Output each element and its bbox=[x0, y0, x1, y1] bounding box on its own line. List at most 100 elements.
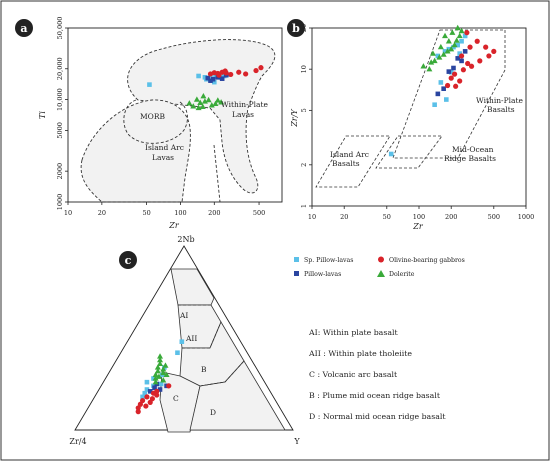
point-gabbro-b bbox=[448, 75, 454, 81]
field-morb-b bbox=[375, 135, 443, 169]
x-tick-label-b: 500 bbox=[488, 213, 500, 221]
y-axis-label-a: Ti bbox=[38, 111, 47, 119]
point-dolerite-b bbox=[431, 57, 438, 64]
point-sp-pillow-c bbox=[179, 339, 185, 344]
point-gabbro-b bbox=[467, 44, 473, 50]
field-label-wpl-1: Within-Plate bbox=[221, 100, 269, 109]
panel-c: AI AII B C D 2Nb Zr/4 Y c bbox=[69, 235, 300, 446]
point-dolerite-c bbox=[160, 377, 167, 383]
point-dolerite-a bbox=[208, 102, 215, 108]
point-dolerite-b bbox=[453, 37, 460, 43]
point-sp-pillow-b bbox=[432, 102, 437, 108]
field-label-island-arc-1: Island Arc bbox=[145, 143, 184, 152]
point-pillow-a bbox=[210, 76, 216, 82]
point-pillow-b bbox=[455, 56, 461, 61]
point-gabbro-b bbox=[486, 53, 492, 59]
y-tick-label-a: 10,000 bbox=[56, 88, 64, 111]
point-gabbro-c bbox=[143, 403, 149, 409]
plot-frame-b bbox=[311, 27, 527, 207]
point-sp-pillow-a bbox=[196, 73, 201, 79]
ticks-a: 10 20 50 100 200 500 1000 2000 5000 10,000 20,000 5… bbox=[56, 17, 265, 217]
legend-marker-sp-pillow bbox=[294, 257, 299, 262]
point-dolerite-c bbox=[160, 366, 167, 372]
point-dolerite-a bbox=[199, 103, 206, 110]
panel-badge-c-label: c bbox=[125, 254, 132, 267]
ticks-b: 10205010020050010001251020 bbox=[300, 24, 534, 221]
point-dolerite-b bbox=[429, 50, 436, 56]
field-wpb bbox=[392, 29, 506, 159]
x-tick-label-a: 10 bbox=[64, 209, 72, 217]
point-sp-pillow-b bbox=[457, 51, 462, 56]
legend-marker-dolerite bbox=[377, 270, 385, 277]
legend-marker-gabbros bbox=[378, 256, 384, 263]
point-sp-pillow-b bbox=[455, 42, 461, 48]
point-sp-pillow-a bbox=[147, 82, 152, 87]
y-tick-label-a: 5000 bbox=[56, 122, 64, 139]
legend-marker-pillow bbox=[294, 271, 299, 276]
point-dolerite-b bbox=[420, 63, 427, 69]
field-label-morb: MORB bbox=[140, 112, 165, 121]
point-gabbro-b bbox=[460, 67, 467, 73]
x-tick-label-b: 200 bbox=[445, 213, 457, 221]
point-gabbro-b bbox=[468, 63, 475, 69]
field-label-aii: AII bbox=[185, 334, 197, 343]
panel-a: 10 20 50 100 200 500 1000 2000 5000 10,000 20,000 5… bbox=[15, 17, 283, 230]
legend-label-pillow: Pillow-lavas bbox=[304, 271, 341, 278]
panel-b: 10205010020050010001251020 Within-Plate … bbox=[287, 19, 534, 231]
point-sp-pillow-b bbox=[462, 33, 468, 39]
point-sp-pillow-c bbox=[158, 381, 164, 387]
point-gabbro-a bbox=[253, 67, 259, 74]
point-gabbro-b bbox=[457, 78, 463, 84]
point-dolerite-b bbox=[442, 32, 449, 39]
point-gabbro-c bbox=[144, 394, 150, 400]
point-dolerite-c bbox=[157, 353, 164, 359]
field-wpl bbox=[127, 39, 276, 194]
legend: Sp. Pillow-lavas Olivine-bearing gabbros… bbox=[294, 256, 465, 278]
panel-badge-c bbox=[119, 251, 137, 269]
point-gabbro-b bbox=[451, 71, 458, 77]
point-dolerite-c bbox=[160, 369, 167, 376]
point-dolerite-b bbox=[445, 38, 452, 44]
point-dolerite-c bbox=[155, 373, 162, 379]
field-label-ai: AI bbox=[179, 311, 188, 320]
point-dolerite-b bbox=[458, 27, 465, 34]
key-item-aii: AII : Within plate tholeiite bbox=[308, 349, 412, 358]
point-sp-pillow-a bbox=[211, 79, 217, 85]
point-dolerite-b bbox=[448, 45, 455, 52]
point-sp-pillow-a bbox=[213, 74, 218, 79]
point-dolerite-b bbox=[437, 43, 444, 50]
x-tick-label-a: 500 bbox=[253, 209, 265, 217]
point-sp-pillow-b bbox=[459, 38, 464, 44]
field-label-iab-1: Island Arc bbox=[330, 150, 369, 159]
point-dolerite-c bbox=[152, 378, 159, 385]
y-axis-label-b: Zr/Y bbox=[290, 109, 299, 128]
plot-frame-a bbox=[67, 27, 283, 203]
point-sp-pillow-c bbox=[142, 390, 148, 396]
field-label-morb-b-2: Ridge Basalts bbox=[444, 154, 496, 163]
field-morb bbox=[123, 99, 188, 144]
legend-label-sp-pillow: Sp. Pillow-lavas bbox=[304, 257, 353, 264]
field-label-b: B bbox=[201, 365, 207, 374]
point-pillow-a bbox=[219, 76, 225, 81]
point-gabbro-a bbox=[243, 71, 249, 77]
ternary-apex-right: Y bbox=[293, 437, 300, 446]
point-dolerite-a bbox=[212, 100, 219, 106]
point-dolerite-a bbox=[197, 99, 204, 106]
point-sp-pillow-b bbox=[435, 53, 441, 59]
point-sp-pillow-c bbox=[144, 387, 150, 392]
y-tick-label-b: 10 bbox=[300, 65, 308, 73]
field-label-c: C bbox=[173, 394, 179, 403]
point-gabbro-c bbox=[154, 388, 160, 394]
y-tick-label-a: 50,000 bbox=[56, 17, 64, 40]
point-pillow-a bbox=[205, 75, 211, 81]
point-dolerite-c bbox=[154, 367, 161, 374]
point-pillow-b bbox=[462, 49, 468, 54]
x-tick-label-a: 100 bbox=[174, 209, 186, 217]
point-gabbro-c bbox=[166, 383, 172, 389]
point-dolerite-a bbox=[200, 92, 207, 99]
x-tick-label-b: 1000 bbox=[518, 213, 535, 221]
boundary-b-d bbox=[199, 360, 245, 387]
field-label-morb-b-1: Mid-Ocean bbox=[452, 145, 494, 154]
point-dolerite-a bbox=[201, 98, 208, 104]
